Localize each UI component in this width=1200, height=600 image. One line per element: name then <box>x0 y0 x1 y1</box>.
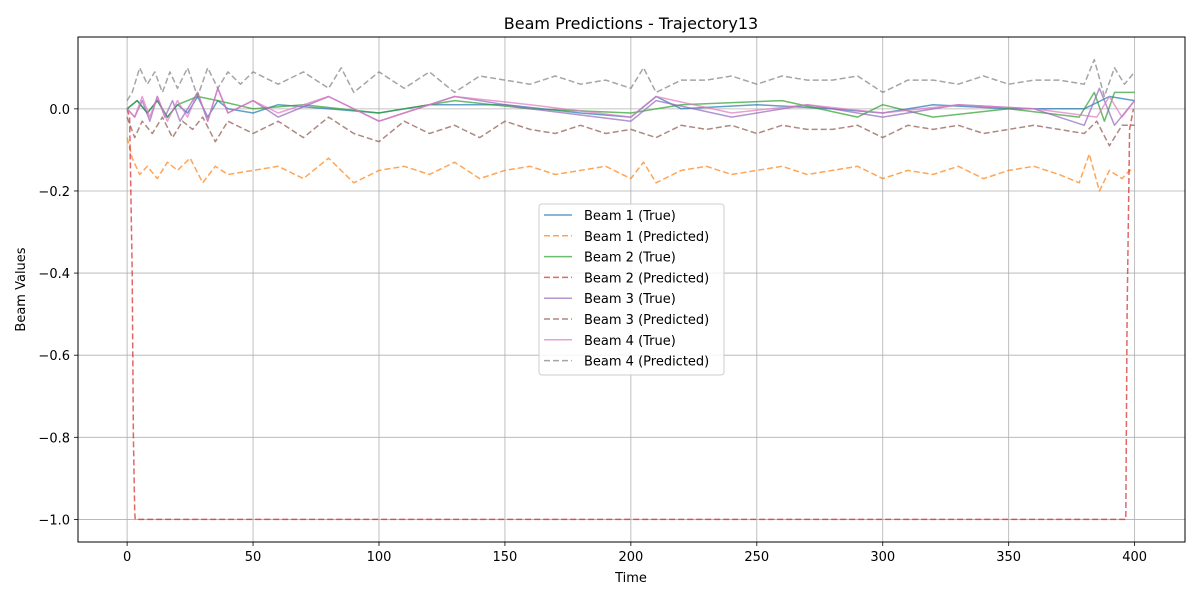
series-line-2 <box>126 137 1135 192</box>
x-tick-label: 150 <box>493 550 518 565</box>
series-line-4 <box>126 108 1135 521</box>
legend-label: Beam 3 (Predicted) <box>584 313 709 328</box>
series-line-7 <box>126 87 1136 122</box>
legend-label: Beam 1 (Predicted) <box>584 230 709 245</box>
series-line-8 <box>126 58 1136 101</box>
y-axis-label: Beam Values <box>14 247 29 331</box>
y-tick-label: −0.8 <box>38 431 70 446</box>
x-tick-label: 350 <box>996 550 1021 565</box>
legend-label: Beam 4 (True) <box>584 334 676 349</box>
y-tick-label: −0.4 <box>38 267 70 282</box>
x-tick-label: 100 <box>367 550 392 565</box>
y-tick-label: 0.0 <box>49 103 70 118</box>
plot-frame <box>77 36 1186 543</box>
legend-label: Beam 1 (True) <box>584 209 676 224</box>
x-tick-label: 300 <box>870 550 895 565</box>
legend-label: Beam 4 (Predicted) <box>584 355 709 370</box>
legend-label: Beam 3 (True) <box>584 292 676 307</box>
legend-label: Beam 2 (True) <box>584 251 676 266</box>
x-tick-label: 200 <box>618 550 643 565</box>
legend: Beam 1 (True) Beam 1 (Predicted) Beam 2 (T… <box>538 203 725 376</box>
series-line-6 <box>126 116 1135 147</box>
x-tick-label: 250 <box>744 550 769 565</box>
legend-label: Beam 2 (Predicted) <box>584 271 709 286</box>
series-group <box>126 58 1136 521</box>
y-tick-label: −0.2 <box>38 185 70 200</box>
x-tick-label: 0 <box>123 550 131 565</box>
x-tick-label: 50 <box>245 550 262 565</box>
x-tick-label: 400 <box>1122 550 1147 565</box>
axis-ticks: 0 50 100 150 200 250 300 350 400 −1.0 −0.8 −0.6 −0.4… <box>38 103 1147 565</box>
x-axis-label: Time <box>614 571 647 586</box>
legend-box <box>538 203 725 376</box>
y-tick-label: −0.6 <box>38 349 70 364</box>
y-tick-label: −1.0 <box>38 513 70 528</box>
chart-title: Beam Predictions - Trajectory13 <box>504 14 758 33</box>
